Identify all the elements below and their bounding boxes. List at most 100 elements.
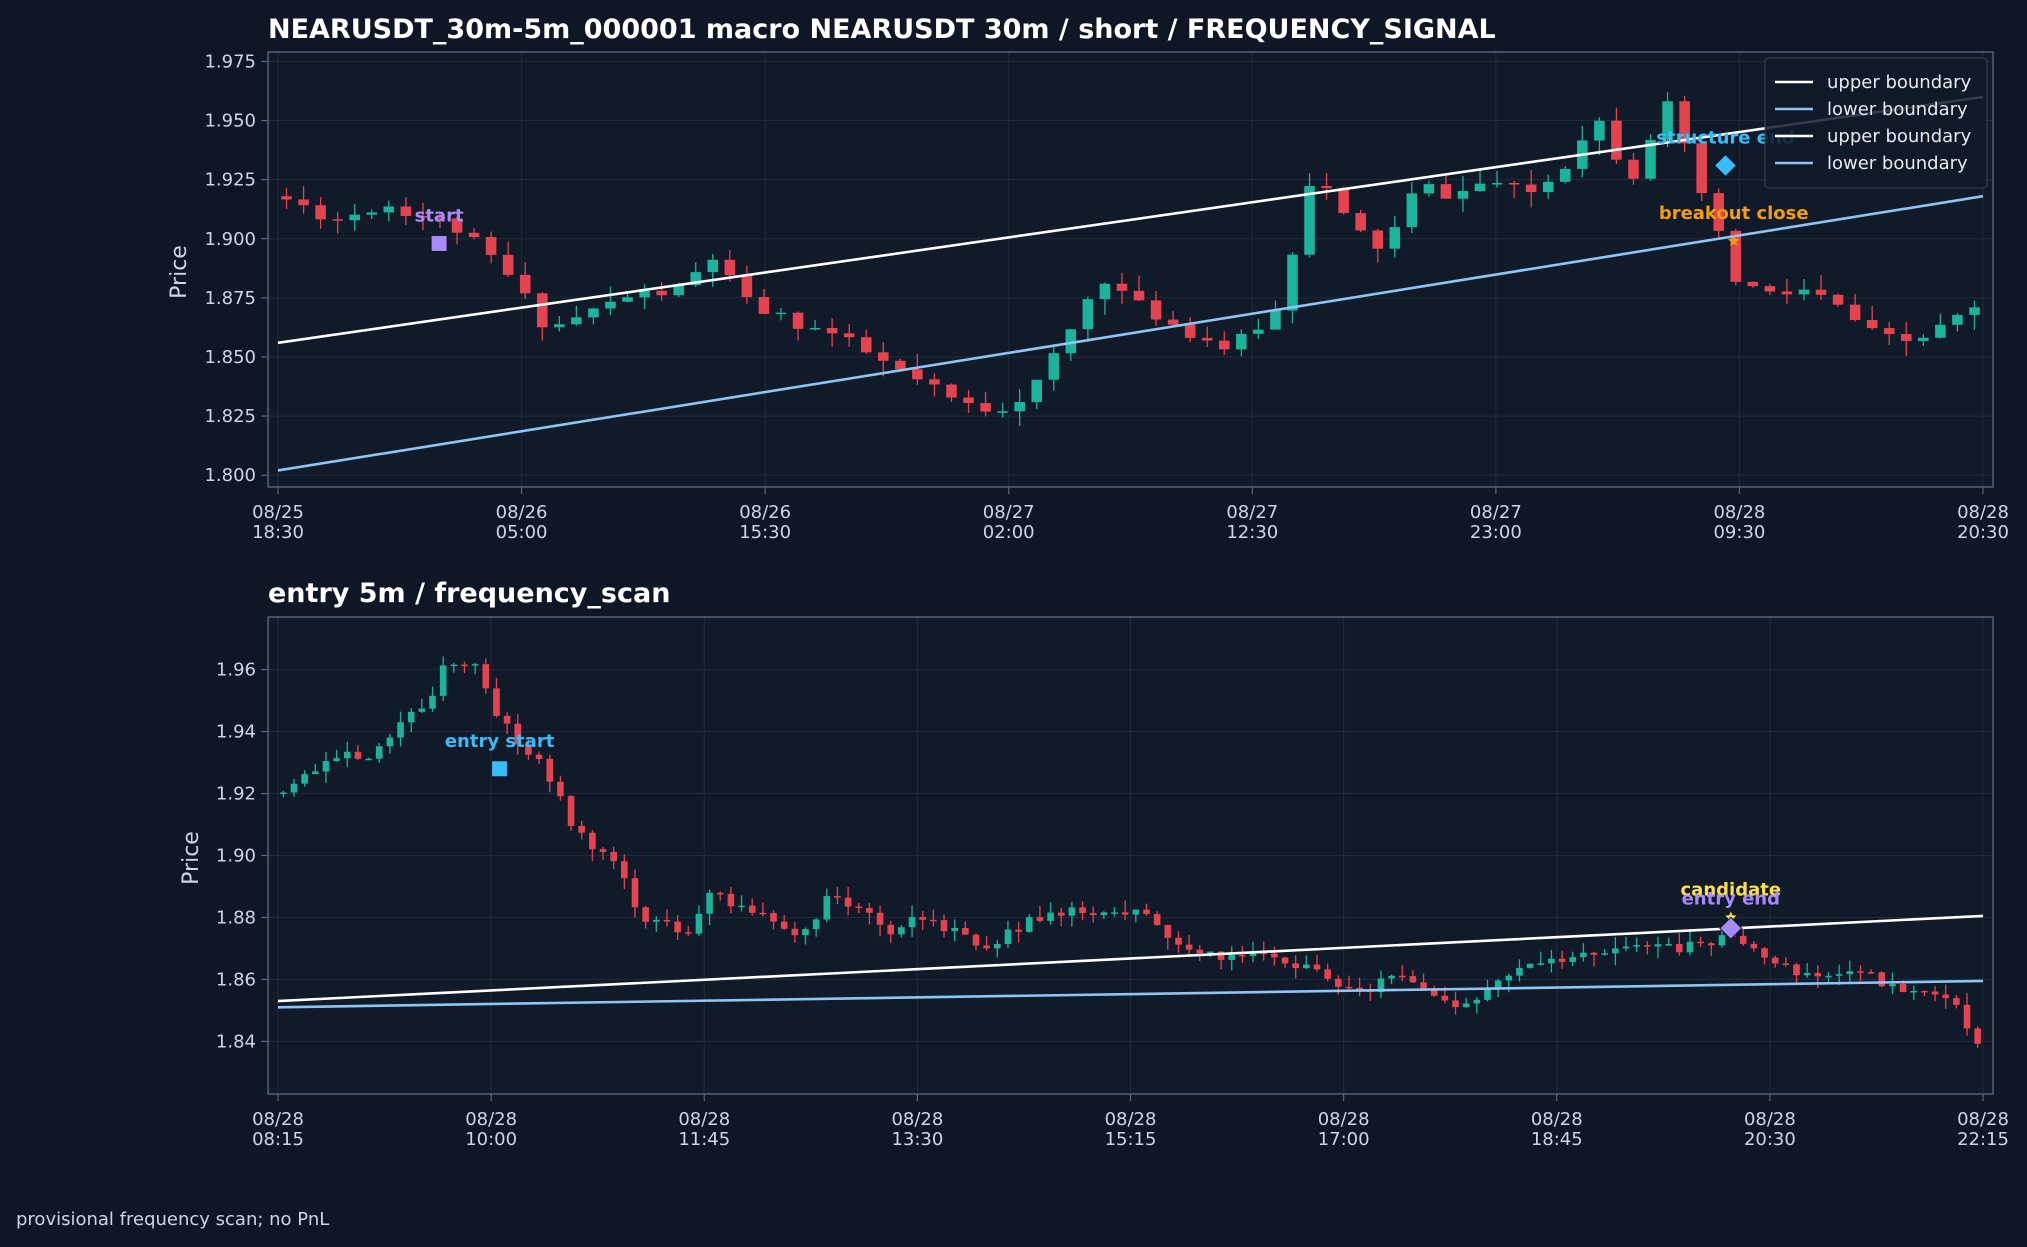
macro-candle-body — [1815, 289, 1827, 295]
macro-candle-body — [1389, 227, 1401, 249]
macro-x-tick-label: 08/26 15:30 — [739, 502, 791, 543]
entry-candle-body — [1910, 990, 1918, 993]
macro-candle-body — [588, 308, 599, 318]
entry-candle-body — [418, 708, 426, 712]
entry-candle-body — [684, 932, 692, 934]
entry-candle-body — [919, 917, 927, 920]
entry-candle-body — [322, 761, 330, 772]
entry-candle-body — [1707, 943, 1715, 946]
entry-candle-body — [1974, 1028, 1981, 1044]
macro-candle-body — [1287, 254, 1298, 311]
entry-candle-body — [1505, 975, 1513, 981]
entry-candle-body — [674, 921, 681, 933]
macro-y-tick-label: 1.800 — [204, 465, 256, 486]
macro-candle-body — [605, 301, 616, 309]
macro-breakout-close-label: breakout close — [1659, 203, 1809, 224]
entry-candle-body — [1271, 953, 1278, 958]
entry-candle-body — [642, 907, 649, 922]
entry-candle-body — [1089, 913, 1097, 916]
entry-entry-start-marker — [491, 760, 509, 778]
entry-candle-body — [770, 912, 777, 922]
entry-candle-body — [1718, 935, 1726, 946]
entry-candle-body — [311, 771, 319, 775]
macro-x-tick-label: 08/26 05:00 — [496, 502, 548, 543]
entry-candle-body — [599, 849, 607, 852]
entry-candle-body — [514, 723, 522, 745]
entry-candle-body — [716, 892, 724, 895]
entry-candle-body — [1249, 952, 1257, 956]
macro-candle-body — [1440, 184, 1452, 199]
macro-y-tick-label: 1.850 — [204, 347, 256, 368]
entry-candle-body — [450, 664, 458, 667]
macro-candle-body — [809, 328, 821, 330]
macro-candle-body — [298, 199, 309, 206]
macro-structure-end-label: structure end — [1656, 127, 1794, 148]
macro-candle-body — [860, 337, 872, 353]
entry-upper-boundary-line — [277, 914, 1984, 1003]
macro-legend-entry: lower boundary — [1827, 153, 1968, 174]
macro-legend-entry: lower boundary — [1827, 99, 1968, 120]
entry-candle-body — [1441, 995, 1449, 1001]
entry-candle-body — [1665, 944, 1672, 946]
macro-candle-body — [1883, 328, 1895, 335]
entry-candle-body — [1281, 957, 1289, 964]
entry-candle-body — [1942, 994, 1950, 999]
entry-candle-body — [1057, 912, 1065, 916]
entry-candle-body — [1143, 909, 1150, 914]
entry-candidate-label: candidate — [1681, 879, 1782, 900]
entry-candle-body — [972, 934, 980, 946]
macro-candle-body — [366, 212, 378, 215]
entry-candle-body — [1878, 972, 1886, 987]
entry-candle-body — [1100, 912, 1108, 916]
macro-candle-body — [639, 290, 650, 298]
macro-candle-body — [1150, 300, 1162, 320]
macro-candle-body — [741, 275, 753, 298]
macro-structure-end-marker — [1713, 153, 1738, 178]
entry-candle-body — [1889, 983, 1896, 987]
entry-candle-body — [365, 758, 372, 761]
macro-chart-title: NEARUSDT_30m-5m_000001 macro NEARUSDT 30… — [268, 14, 1496, 45]
macro-candle-body — [1849, 304, 1861, 321]
entry-candle-body — [1867, 972, 1875, 974]
macro-plot-area — [268, 52, 1993, 487]
entry-candle-body — [1132, 909, 1140, 915]
entry-x-tick-label: 08/28 17:00 — [1318, 1109, 1370, 1150]
entry-candle-body — [1601, 953, 1609, 955]
entry-y-tick-label: 1.88 — [216, 907, 256, 928]
macro-candle-body — [1594, 120, 1605, 141]
macro-candle-body — [1918, 337, 1929, 341]
entry-candle-body — [1835, 974, 1843, 976]
entry-y-tick-label: 1.92 — [216, 784, 256, 805]
macro-candle-body — [1611, 120, 1622, 160]
entry-candle-body — [855, 906, 863, 909]
macro-candle-body — [536, 293, 548, 328]
entry-y-tick-label: 1.96 — [216, 660, 256, 681]
macro-candle-body — [1781, 291, 1793, 295]
entry-candle-body — [1814, 972, 1822, 977]
macro-candle-body — [1559, 168, 1571, 182]
macro-candle-body — [1474, 183, 1486, 192]
macro-candle-body — [1713, 193, 1725, 231]
entry-candle-body — [738, 905, 745, 908]
macro-candle-body — [315, 205, 326, 220]
macro-candle-body — [1798, 289, 1810, 295]
macro-y-tick-label: 1.825 — [204, 406, 256, 427]
macro-y-tick-label: 1.925 — [204, 170, 256, 191]
entry-candle-body — [1921, 990, 1928, 993]
macro-candle-body — [1372, 230, 1384, 249]
entry-candle-body — [1334, 978, 1342, 987]
macro-candle-body — [1218, 340, 1230, 350]
macro-candle-body — [1082, 299, 1094, 330]
entry-candle-body — [1793, 964, 1800, 976]
macro-candle-body — [946, 384, 957, 398]
macro-candle-body — [1542, 181, 1554, 193]
macro-candle-body — [1355, 213, 1366, 231]
entry-candle-body — [1047, 912, 1054, 921]
macro-candle-body — [997, 411, 1008, 413]
entry-candle-body — [482, 664, 490, 689]
entry-candle-body — [1569, 957, 1577, 962]
macro-candle-body — [1832, 294, 1844, 305]
macro-candle-body — [1628, 159, 1639, 179]
macro-candle-body — [1338, 188, 1349, 214]
